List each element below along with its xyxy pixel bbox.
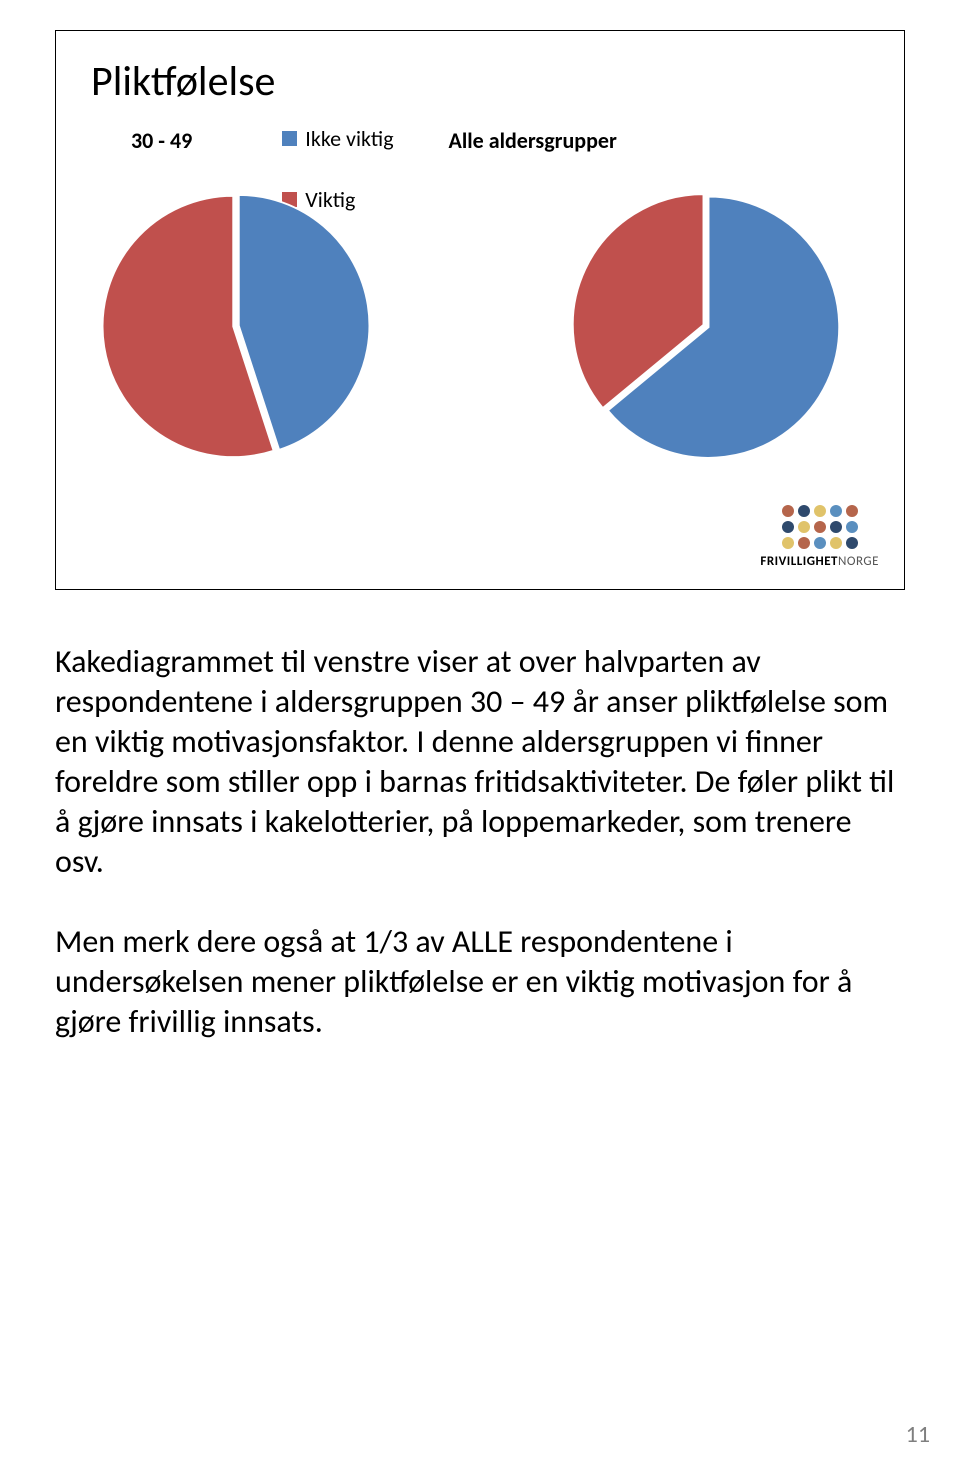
logo: FRIVILLIGHETNORGE xyxy=(760,505,879,569)
page-number: 11 xyxy=(906,1420,930,1449)
pie-left-svg xyxy=(96,186,376,466)
pie-left xyxy=(96,186,376,466)
pie-right-label: Alle aldersgrupper xyxy=(449,127,617,154)
logo-dots-icon xyxy=(782,505,858,549)
paragraph: Kakediagrammet til venstre viser at over… xyxy=(55,642,905,882)
chart-frame: Pliktfølelse 30 - 49 Ikke viktig Viktig … xyxy=(55,30,905,590)
logo-text: FRIVILLIGHETNORGE xyxy=(760,554,879,569)
logo-text-bold: FRIVILLIGHET xyxy=(760,554,838,569)
pie-right xyxy=(566,186,846,466)
legend-item: Ikke viktig xyxy=(282,125,393,152)
pie-right-svg xyxy=(566,186,846,466)
pie-row xyxy=(96,186,846,466)
logo-text-light: NORGE xyxy=(838,554,879,569)
chart-title: Pliktfølelse xyxy=(91,56,879,107)
body-text: Kakediagrammet til venstre viser at over… xyxy=(55,642,905,1042)
paragraph: Men merk dere også at 1/3 av ALLE respon… xyxy=(55,922,905,1042)
legend-swatch-icon xyxy=(282,131,297,146)
page: Pliktfølelse 30 - 49 Ikke viktig Viktig … xyxy=(0,0,960,1471)
legend-label: Ikke viktig xyxy=(305,125,393,152)
pie-left-label: 30 - 49 xyxy=(131,127,192,154)
